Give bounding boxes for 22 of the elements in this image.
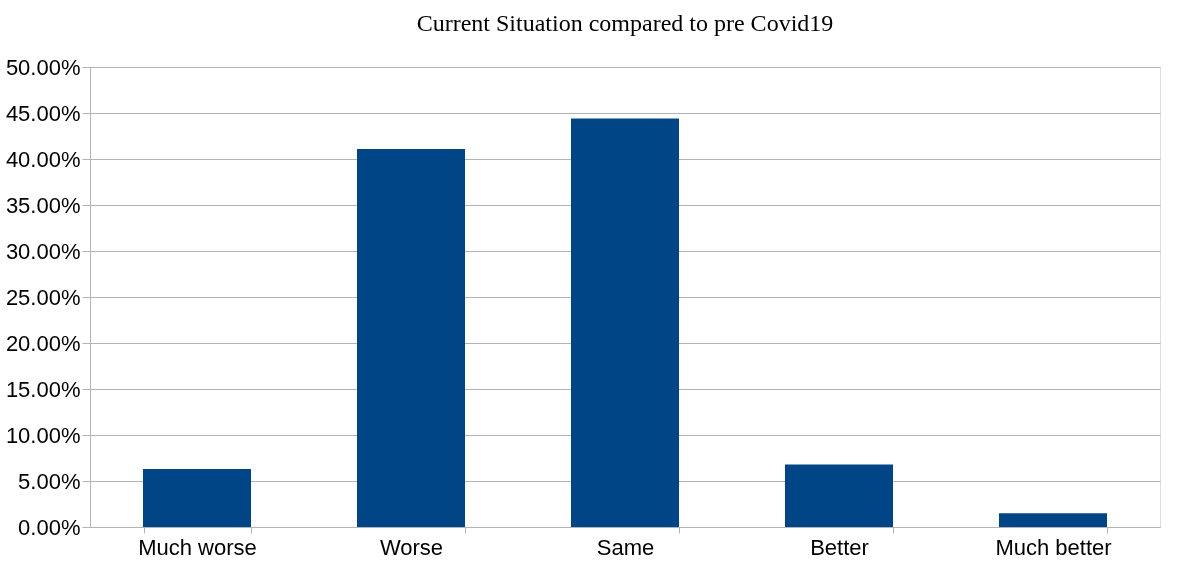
y-tick-label: 0.00% (18, 514, 81, 540)
y-tick-label: 35.00% (5, 192, 81, 218)
y-tick-label: 5.00% (18, 468, 81, 494)
y-tick-label: 25.00% (5, 284, 81, 310)
x-tick-label: Better (810, 534, 869, 560)
x-tick-label: Much better (995, 534, 1112, 560)
x-tick-label: Same (596, 534, 655, 560)
bar (999, 513, 1107, 527)
bar (571, 118, 679, 527)
y-tick-label: 50.00% (5, 54, 81, 80)
y-tick-label: 20.00% (5, 330, 81, 356)
chart-title: Current Situation compared to pre Covid19 (416, 10, 834, 36)
x-tick-label: Much worse (138, 534, 257, 560)
bar (357, 148, 465, 527)
bar (785, 464, 893, 527)
y-tick-label: 30.00% (5, 238, 81, 264)
y-tick-label: 15.00% (5, 376, 81, 402)
y-tick-label: 40.00% (5, 146, 81, 172)
bar (143, 469, 251, 527)
y-tick-label: 10.00% (5, 422, 81, 448)
x-tick-label: Worse (379, 534, 444, 560)
y-tick-label: 45.00% (5, 100, 81, 126)
